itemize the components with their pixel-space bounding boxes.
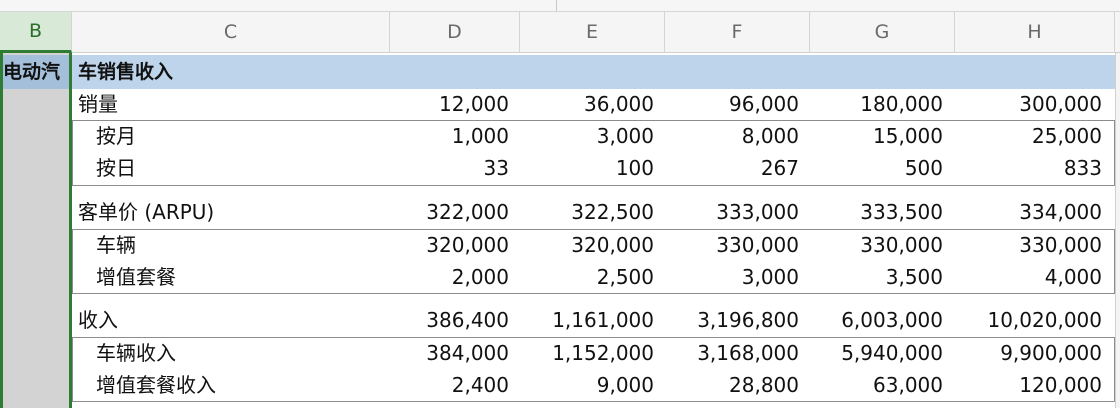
value-cell[interactable]: 267	[760, 156, 799, 180]
value-cell[interactable]: 180,000	[860, 92, 943, 116]
value-cell[interactable]: 330,000	[860, 233, 943, 257]
row-label-cell[interactable]: 车辆	[96, 233, 136, 257]
value-cell[interactable]: 2,400	[451, 373, 509, 397]
table-row: 按日 33 100 267 500 833	[72, 152, 1115, 184]
column-header-e[interactable]: E	[520, 12, 665, 53]
table-row: 增值套餐收入 2,400 9,000 28,800 63,000 120,000	[72, 369, 1115, 401]
column-header-d[interactable]: D	[390, 12, 520, 53]
block-border	[72, 120, 1115, 121]
value-cell[interactable]: 3,168,000	[697, 341, 799, 365]
table-row: 销量 12,000 36,000 96,000 180,000 300,000	[72, 88, 1115, 120]
value-cell[interactable]: 6,003,000	[841, 308, 943, 332]
value-cell[interactable]: 1,152,000	[552, 341, 654, 365]
block-border	[72, 337, 1115, 338]
table-row: 车辆 320,000 320,000 330,000 330,000 330,000	[72, 229, 1115, 261]
column-header-g[interactable]: G	[810, 12, 955, 53]
value-cell[interactable]: 334,000	[1019, 200, 1102, 224]
row-label-cell[interactable]: 客单价 (ARPU)	[78, 200, 215, 224]
value-cell[interactable]: 63,000	[873, 373, 943, 397]
row-label-cell[interactable]: 销量	[78, 92, 118, 116]
value-cell[interactable]: 300,000	[1019, 92, 1102, 116]
value-cell[interactable]: 322,500	[571, 200, 654, 224]
row-label-cell[interactable]: 增值套餐收入	[96, 373, 216, 397]
value-cell[interactable]: 33	[483, 156, 509, 180]
value-cell[interactable]: 2,000	[451, 265, 509, 289]
value-cell[interactable]: 322,000	[426, 200, 509, 224]
block-border	[72, 401, 1115, 402]
section-title-cell[interactable]: 电动汽	[3, 55, 69, 89]
table-row: 收入 386,400 1,161,000 3,196,800 6,003,000 10,0…	[72, 304, 1115, 336]
value-cell[interactable]: 3,196,800	[697, 308, 799, 332]
block-border	[72, 120, 73, 185]
column-header-h[interactable]: H	[955, 12, 1115, 53]
value-cell[interactable]: 1,161,000	[552, 308, 654, 332]
section-banner[interactable]: 车销售收入	[72, 55, 1115, 89]
value-cell[interactable]: 330,000	[1019, 233, 1102, 257]
selected-column-b[interactable]	[0, 53, 72, 408]
table-row: 按月 1,000 3,000 8,000 15,000 25,000	[72, 120, 1115, 152]
row-label-cell[interactable]: 车辆收入	[96, 341, 176, 365]
value-cell[interactable]: 8,000	[741, 124, 799, 148]
value-cell[interactable]: 3,500	[885, 265, 943, 289]
value-cell[interactable]: 320,000	[426, 233, 509, 257]
column-header-b[interactable]: B	[0, 12, 72, 53]
formula-bar-divider	[556, 0, 557, 11]
table-row: 车辆收入 384,000 1,152,000 3,168,000 5,940,000 9,…	[72, 337, 1115, 369]
value-cell[interactable]: 25,000	[1032, 124, 1102, 148]
block-border	[1114, 337, 1115, 401]
value-cell[interactable]: 500	[904, 156, 943, 180]
value-cell[interactable]: 12,000	[439, 92, 509, 116]
column-header-c[interactable]: C	[72, 12, 390, 53]
value-cell[interactable]: 100	[615, 156, 654, 180]
value-cell[interactable]: 333,000	[716, 200, 799, 224]
block-border	[72, 229, 1115, 230]
value-cell[interactable]: 320,000	[571, 233, 654, 257]
value-cell[interactable]: 384,000	[426, 341, 509, 365]
table-row: 客单价 (ARPU) 322,000 322,500 333,000 333,500 33…	[72, 196, 1115, 228]
row-label-cell[interactable]: 按日	[96, 156, 136, 180]
value-cell[interactable]: 2,500	[596, 265, 654, 289]
block-border	[72, 185, 1115, 186]
block-border	[72, 337, 73, 401]
value-cell[interactable]: 15,000	[873, 124, 943, 148]
row-label-cell[interactable]: 增值套餐	[96, 265, 176, 289]
column-header-f[interactable]: F	[665, 12, 810, 53]
value-cell[interactable]: 120,000	[1019, 373, 1102, 397]
value-cell[interactable]: 96,000	[729, 92, 799, 116]
value-cell[interactable]: 28,800	[729, 373, 799, 397]
value-cell[interactable]: 4,000	[1044, 265, 1102, 289]
table-row: 增值套餐 2,000 2,500 3,000 3,500 4,000	[72, 261, 1115, 293]
block-border	[72, 293, 1115, 294]
value-cell[interactable]: 36,000	[584, 92, 654, 116]
value-cell[interactable]: 10,020,000	[987, 308, 1102, 332]
block-gap	[73, 186, 1114, 196]
value-cell[interactable]: 833	[1063, 156, 1102, 180]
value-cell[interactable]: 330,000	[716, 233, 799, 257]
block-border	[1114, 229, 1115, 293]
value-cell[interactable]: 1,000	[451, 124, 509, 148]
row-label-cell[interactable]: 按月	[96, 124, 136, 148]
value-cell[interactable]: 9,900,000	[1000, 341, 1102, 365]
block-gap	[73, 294, 1114, 304]
column-header-row: B C D E F G H	[0, 12, 1120, 53]
value-cell[interactable]: 3,000	[741, 265, 799, 289]
formula-bar-strip	[0, 0, 1120, 12]
sheet-right-edge	[1115, 53, 1120, 408]
block-border	[72, 229, 73, 293]
block-border	[1114, 120, 1115, 185]
value-cell[interactable]: 3,000	[596, 124, 654, 148]
value-cell[interactable]: 333,500	[860, 200, 943, 224]
value-cell[interactable]: 386,400	[426, 308, 509, 332]
row-label-cell[interactable]: 收入	[78, 308, 118, 332]
value-cell[interactable]: 5,940,000	[841, 341, 943, 365]
value-cell[interactable]: 9,000	[596, 373, 654, 397]
